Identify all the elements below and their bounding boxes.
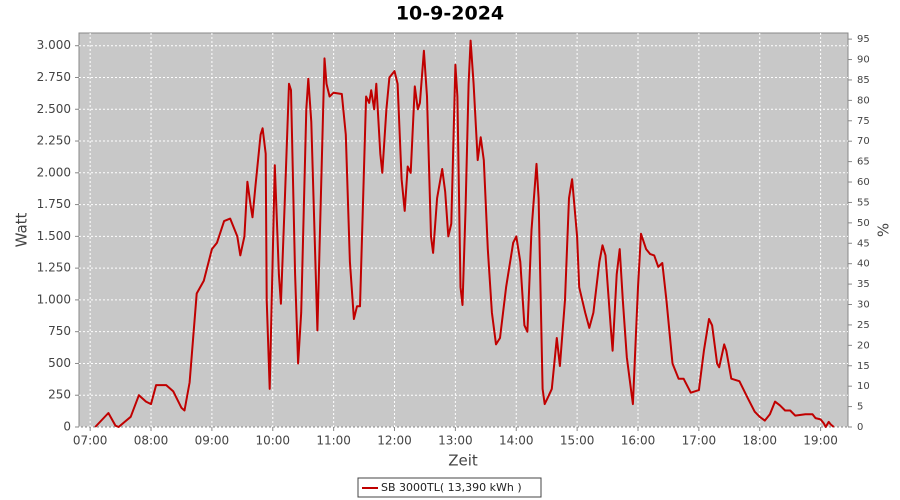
x-tick-label: 08:00 (134, 434, 169, 448)
y2-tick-label: 10 (857, 381, 870, 392)
y2-tick-label: 0 (857, 422, 863, 433)
y2-tick-label: 40 (857, 259, 870, 270)
y2-tick-label: 5 (857, 402, 863, 413)
x-tick-label: 19:00 (803, 434, 838, 448)
x-tick-label: 18:00 (742, 434, 777, 448)
y2-tick-label: 35 (857, 279, 870, 290)
y2-tick-label: 75 (857, 116, 870, 127)
x-tick-label: 07:00 (73, 434, 108, 448)
series-line (94, 39, 835, 428)
y2-tick-label: 85 (857, 75, 870, 86)
x-tick-label: 11:00 (316, 434, 351, 448)
y-tick-label: 1.500 (37, 229, 71, 243)
y2-tick-label: 30 (857, 300, 870, 311)
y-tick-label: 250 (48, 388, 71, 402)
y2-tick-label: 80 (857, 95, 870, 106)
x-tick-label: 16:00 (621, 434, 656, 448)
x-tick-label: 12:00 (377, 434, 412, 448)
y-tick-label: 1.750 (37, 197, 71, 211)
legend-box (357, 477, 542, 498)
x-tick-label: 15:00 (560, 434, 595, 448)
y2-tick-label: 70 (857, 136, 870, 147)
y2-tick-label: 15 (857, 361, 870, 372)
x-tick-label: 13:00 (438, 434, 473, 448)
chart-title: 10-9-2024 (396, 3, 504, 25)
y-axis-title: Watt (13, 212, 31, 247)
y2-tick-label: 95 (857, 34, 870, 45)
y-tick-label: 2.500 (37, 102, 71, 116)
y-tick-label: 2.250 (37, 134, 71, 148)
y2-tick-label: 65 (857, 157, 870, 168)
y2-tick-label: 25 (857, 320, 870, 331)
y2-tick-label: 20 (857, 340, 870, 351)
y2-tick-label: 60 (857, 177, 870, 188)
y2-tick-label: 50 (857, 218, 870, 229)
y-tick-label: 2.750 (37, 70, 71, 84)
x-tick-label: 14:00 (499, 434, 534, 448)
y-tick-label: 1.000 (37, 292, 71, 306)
x-tick-label: 09:00 (195, 434, 230, 448)
y2-tick-label: 45 (857, 238, 870, 249)
y2-tick-label: 90 (857, 55, 870, 66)
x-tick-label: 17:00 (682, 434, 717, 448)
y-tick-label: 2.000 (37, 165, 71, 179)
y-tick-label: 750 (48, 324, 71, 338)
y2-axis-title: % (875, 223, 893, 237)
y-tick-label: 0 (63, 420, 71, 434)
y-tick-label: 3.000 (37, 38, 71, 52)
x-tick-label: 10:00 (255, 434, 290, 448)
x-axis-title: Zeit (448, 452, 478, 470)
y-tick-label: 1.250 (37, 261, 71, 275)
y2-tick-label: 55 (857, 197, 870, 208)
plot-area (78, 32, 849, 428)
legend-label: SB 3000TL( 13,390 kWh ) (381, 481, 522, 494)
y-tick-label: 500 (48, 356, 71, 370)
